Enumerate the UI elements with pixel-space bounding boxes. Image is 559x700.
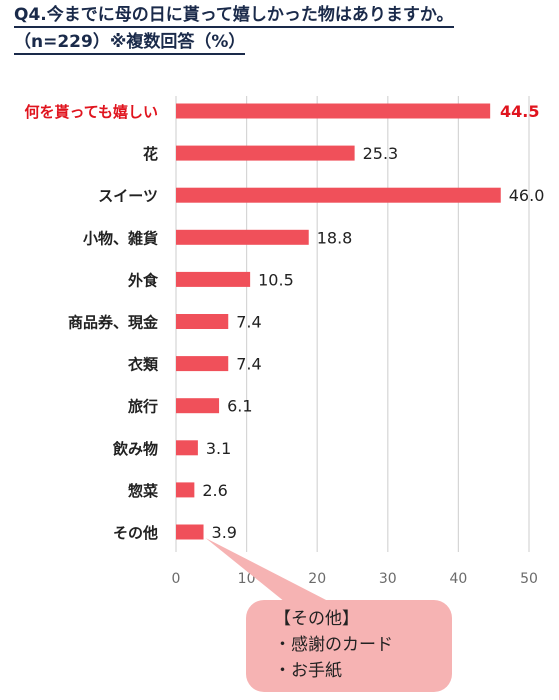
category-label: 惣菜 — [128, 482, 158, 500]
bar — [176, 229, 309, 245]
bar — [176, 187, 501, 203]
x-tick-label: 20 — [308, 571, 326, 587]
bars — [176, 103, 501, 540]
bar — [176, 524, 204, 540]
x-tick-label: 0 — [172, 571, 181, 587]
category-label: 小物、雑貨 — [83, 229, 158, 247]
x-axis-tick-labels: 0 10 20 30 40 50 — [172, 571, 538, 587]
value-label: 7.4 — [236, 355, 261, 374]
bar — [176, 314, 229, 329]
value-label: 18.8 — [317, 228, 353, 247]
category-label: 何を貰っても嬉しい — [24, 103, 158, 121]
value-label: 7.4 — [236, 313, 261, 332]
x-tick-label: 30 — [379, 571, 397, 587]
category-label: 旅行 — [128, 398, 158, 416]
callout-item-letters: ・お手紙 — [274, 661, 342, 681]
other-answers-callout: 【その他】 ・感謝のカード ・お手紙 — [246, 600, 452, 692]
bar — [176, 103, 491, 119]
value-label: 2.6 — [202, 481, 227, 500]
chart-title: Q4.今までに母の日に貰って嬉しかった物はありますか。 （n=229）※複数回答… — [14, 4, 554, 55]
category-label: 衣類 — [128, 356, 159, 374]
bar — [176, 356, 229, 372]
bar — [176, 398, 220, 414]
category-label: 花 — [143, 145, 158, 163]
callout-pointer — [205, 538, 327, 600]
value-label: 3.1 — [206, 439, 231, 458]
chart-title-line1: Q4.今までに母の日に貰って嬉しかった物はありますか。 — [14, 4, 454, 28]
value-label: 46.0 — [509, 186, 545, 205]
x-tick-label: 40 — [449, 571, 467, 587]
gridlines — [175, 96, 530, 552]
x-tick-label: 10 — [238, 571, 256, 587]
bar — [176, 271, 251, 287]
callout-item-cards: ・感謝のカード — [274, 635, 393, 655]
category-label: スイーツ — [98, 187, 158, 205]
callout-heading: 【その他】 — [274, 609, 359, 629]
value-label: 10.5 — [258, 270, 294, 289]
category-label: 商品券、現金 — [68, 314, 159, 332]
value-label: 3.9 — [212, 523, 237, 542]
value-label: 44.5 — [500, 102, 539, 121]
value-label: 25.3 — [363, 144, 399, 163]
bar-chart: 0 10 20 30 40 50 何を貰っても嬉しい花スイーツ小物、雑貨外食商品券、現金衣… — [24, 96, 544, 600]
x-tick-label: 50 — [520, 571, 538, 587]
value-label: 6.1 — [227, 397, 252, 416]
value-labels: 44.5 25.3 46.0 18.8 10.5 7.4 7.4 6.1 3.1 2.6 3.9 — [202, 102, 544, 542]
category-label: 外食 — [127, 271, 159, 289]
bar — [176, 440, 198, 456]
bar — [176, 145, 355, 161]
category-label: その他 — [113, 524, 158, 542]
chart-title-line2: （n=229）※複数回答（%） — [14, 31, 246, 55]
bar — [176, 482, 195, 498]
category-label: 飲み物 — [112, 440, 158, 458]
